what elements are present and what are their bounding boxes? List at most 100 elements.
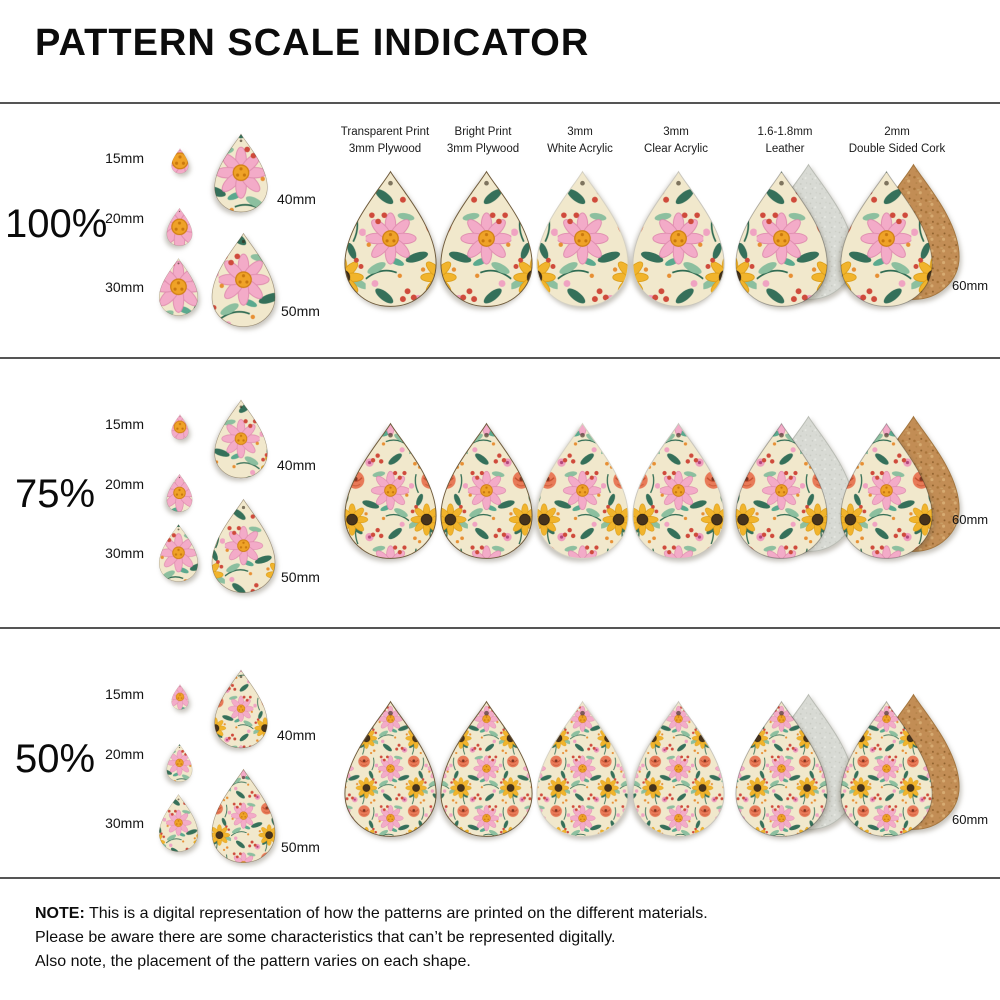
teardrop-60mm-white-acrylic-50 bbox=[536, 701, 629, 837]
size-label-30mm-75: 30mm bbox=[105, 545, 144, 561]
teardrop-15mm-sample-50 bbox=[171, 684, 189, 710]
size-label-30mm-100: 30mm bbox=[105, 279, 144, 295]
divider-top bbox=[0, 102, 1000, 104]
scale-label-75: 75% bbox=[14, 472, 96, 516]
hanging-hole bbox=[239, 139, 243, 143]
hanging-hole bbox=[484, 710, 489, 716]
size-label-30mm-50: 30mm bbox=[105, 815, 144, 831]
size-label-60mm-50: 60mm bbox=[952, 812, 989, 827]
size-label-60mm-100: 60mm bbox=[952, 278, 989, 293]
teardrop-30mm-sample-75 bbox=[159, 524, 198, 582]
teardrop-60mm-leather-100 bbox=[735, 171, 828, 307]
material-header-cork: 2mm Double Sided Cork bbox=[817, 124, 977, 157]
teardrop-60mm-cork-50 bbox=[840, 701, 933, 837]
material-header-leather: 1.6-1.8mm Leather bbox=[730, 124, 840, 157]
teardrop-60mm-white-acrylic-75 bbox=[536, 423, 629, 559]
hanging-hole bbox=[484, 180, 489, 186]
hanging-hole bbox=[179, 416, 181, 418]
teardrop-20mm-sample-100 bbox=[166, 208, 193, 246]
hanging-hole bbox=[676, 710, 681, 716]
scale-label-50: 50% bbox=[14, 737, 96, 781]
divider-row1-row2 bbox=[0, 357, 1000, 359]
hanging-hole bbox=[884, 710, 889, 716]
hanging-hole bbox=[241, 505, 246, 510]
teardrop-15mm-sample-75 bbox=[171, 414, 189, 440]
material-header-line2: Leather bbox=[765, 142, 805, 155]
note-line-2: Please be aware there are some character… bbox=[35, 929, 616, 946]
material-header-line2: 3mm Plywood bbox=[348, 142, 422, 155]
note-label: NOTE: bbox=[35, 905, 85, 922]
hanging-hole bbox=[388, 432, 393, 438]
teardrop-60mm-cork-100 bbox=[840, 171, 933, 307]
size-label-40mm-75: 40mm bbox=[277, 457, 316, 473]
material-header-line1: 3mm bbox=[567, 126, 593, 138]
hanging-hole bbox=[884, 180, 889, 186]
size-label-60mm-75: 60mm bbox=[952, 512, 989, 527]
divider-bottom bbox=[0, 877, 1000, 879]
size-label-20mm-50: 20mm bbox=[105, 746, 144, 762]
hanging-hole bbox=[239, 675, 243, 679]
teardrop-50mm-sample-50 bbox=[211, 769, 276, 863]
hanging-hole bbox=[239, 405, 243, 409]
hanging-hole bbox=[177, 528, 180, 531]
scale-label-100: 100% bbox=[5, 202, 108, 246]
teardrop-60mm-clear-acrylic-75 bbox=[632, 423, 725, 559]
note-line-1: NOTE: This is a digital representation o… bbox=[35, 902, 708, 926]
teardrop-40mm-sample-75 bbox=[214, 399, 268, 479]
material-header-clear-acrylic: 3mm Clear Acrylic bbox=[621, 124, 731, 157]
hanging-hole bbox=[484, 432, 489, 438]
teardrop-30mm-sample-50 bbox=[159, 794, 198, 852]
material-header-line1: 2mm bbox=[884, 126, 910, 138]
material-header-line2: 3mm Plywood bbox=[446, 142, 520, 155]
teardrop-50mm-sample-100 bbox=[211, 233, 276, 327]
teardrop-60mm-leather-50 bbox=[735, 701, 828, 837]
teardrop-60mm-plywood-bright-100 bbox=[440, 171, 533, 307]
hanging-hole bbox=[676, 180, 681, 186]
size-label-50mm-75: 50mm bbox=[281, 569, 320, 585]
hanging-hole bbox=[580, 180, 585, 186]
hanging-hole bbox=[177, 262, 180, 265]
note-text-1: This is a digital representation of how … bbox=[88, 905, 708, 922]
teardrop-60mm-plywood-transparent-50 bbox=[344, 701, 437, 837]
hanging-hole bbox=[179, 150, 181, 152]
size-label-15mm-100: 15mm bbox=[105, 150, 144, 166]
material-header-line2: White Acrylic bbox=[547, 142, 613, 155]
hanging-hole bbox=[580, 432, 585, 438]
material-header-transparent-plywood: Transparent Print 3mm Plywood bbox=[325, 124, 445, 157]
material-header-line1: 3mm bbox=[663, 126, 689, 138]
teardrop-60mm-clear-acrylic-100 bbox=[632, 171, 725, 307]
divider-row2-row3 bbox=[0, 627, 1000, 629]
hanging-hole bbox=[779, 710, 784, 716]
hanging-hole bbox=[177, 798, 180, 801]
hanging-hole bbox=[676, 432, 681, 438]
hanging-hole bbox=[178, 210, 181, 213]
teardrop-50mm-sample-75 bbox=[211, 499, 276, 593]
size-label-15mm-50: 15mm bbox=[105, 686, 144, 702]
size-label-20mm-100: 20mm bbox=[105, 210, 144, 226]
size-label-15mm-75: 15mm bbox=[105, 416, 144, 432]
note-line-3: Also note, the placement of the pattern … bbox=[35, 953, 471, 970]
page-title: PATTERN SCALE INDICATOR bbox=[35, 22, 590, 64]
teardrop-60mm-plywood-bright-50 bbox=[440, 701, 533, 837]
teardrop-15mm-sample-100 bbox=[171, 148, 189, 174]
hanging-hole bbox=[179, 686, 181, 688]
size-label-20mm-75: 20mm bbox=[105, 476, 144, 492]
material-header-line2: Double Sided Cork bbox=[848, 142, 946, 155]
note-block: NOTE: This is a digital representation o… bbox=[35, 902, 708, 974]
teardrop-60mm-plywood-bright-75 bbox=[440, 423, 533, 559]
teardrop-60mm-white-acrylic-100 bbox=[536, 171, 629, 307]
material-header-line1: Transparent Print bbox=[340, 126, 430, 138]
size-label-50mm-100: 50mm bbox=[281, 303, 320, 319]
hanging-hole bbox=[884, 432, 889, 438]
teardrop-40mm-sample-50 bbox=[214, 669, 268, 749]
hanging-hole bbox=[388, 180, 393, 186]
teardrop-30mm-sample-100 bbox=[159, 258, 198, 316]
teardrop-60mm-cork-75 bbox=[840, 423, 933, 559]
size-label-40mm-100: 40mm bbox=[277, 191, 316, 207]
hanging-hole bbox=[779, 180, 784, 186]
hanging-hole bbox=[178, 746, 181, 749]
teardrop-60mm-plywood-transparent-100 bbox=[344, 171, 437, 307]
hanging-hole bbox=[241, 775, 246, 780]
teardrop-20mm-sample-50 bbox=[166, 744, 193, 782]
